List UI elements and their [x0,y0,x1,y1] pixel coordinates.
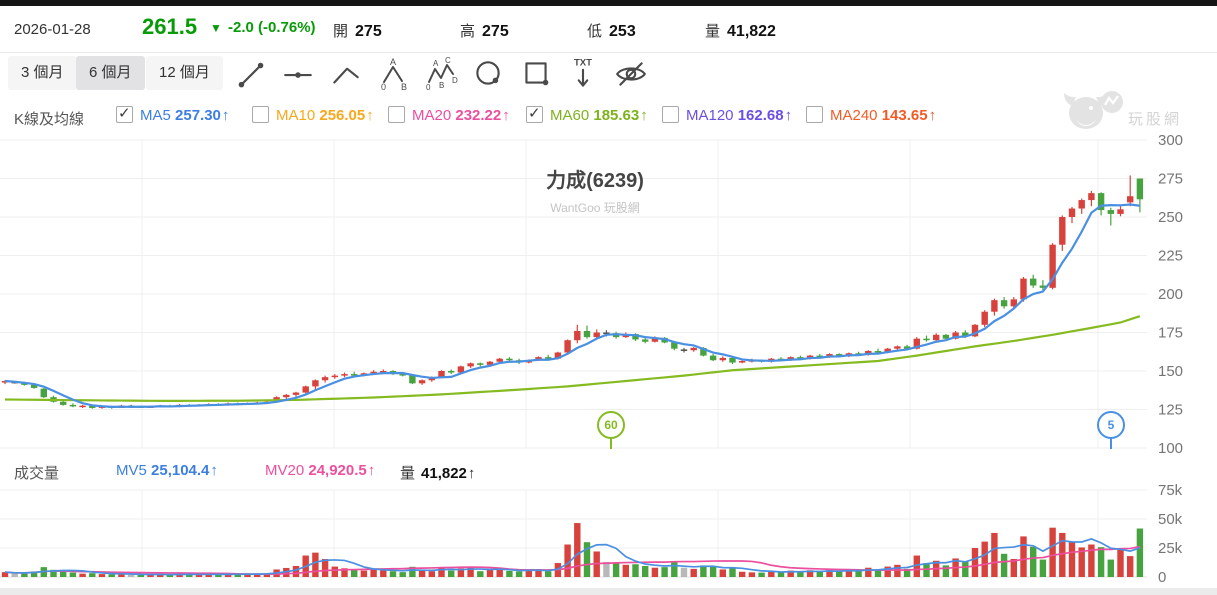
mv5-value: 25,104.4 [151,462,210,479]
bull-logo-icon [1064,91,1123,129]
svg-text:25k: 25k [1158,540,1183,557]
volume-axis-labels: 75k 50k 25k 0 [1158,482,1183,586]
range-button-3m[interactable]: 3 個月 [8,56,77,90]
mv20-value: 24,920.5 [308,462,367,479]
ma20-toggle[interactable]: MA20 232.22↑ [388,106,510,124]
range-button-12m[interactable]: 12 個月 [146,56,223,90]
quote-date: 2026-01-28 [14,21,91,38]
svg-text:0: 0 [426,83,431,92]
ma60-value: 185.63 [593,107,640,124]
bottom-gray-strip [0,588,1217,595]
svg-text:200: 200 [1158,286,1183,303]
ma20-value: 232.22 [455,107,502,124]
volume-bars [1,523,1144,577]
ma240-checkbox[interactable] [806,106,823,123]
svg-text:A: A [390,57,396,67]
open-field: 開 275 [333,23,382,40]
today-volume-value: 41,822 [421,465,467,482]
ma120-value: 162.68 [737,107,784,124]
open-value: 275 [355,23,382,40]
range-button-6m[interactable]: 6 個月 [76,56,145,90]
svg-text:50k: 50k [1158,511,1183,528]
ma5-marker-pin[interactable]: 5 [1097,411,1125,449]
svg-text:100: 100 [1158,440,1183,457]
top-black-strip [0,0,1217,6]
ma60-marker-pin[interactable]: 60 [597,411,625,449]
ma120-checkbox[interactable] [662,106,679,123]
toolbar: 3 個月 6 個月 12 個月 0 A B 0 A B C D TXT [0,56,1217,96]
ma120-toggle[interactable]: MA120 162.68↑ [662,106,792,124]
price-down-icon: ▼ [210,21,222,35]
circle-tool-icon[interactable] [471,56,505,92]
svg-text:0: 0 [1158,569,1166,586]
ma5-toggle[interactable]: MA5 257.30↑ [116,104,229,124]
ma60-line [4,315,1141,402]
svg-text:125: 125 [1158,402,1183,419]
svg-text:250: 250 [1158,209,1183,226]
svg-text:D: D [452,76,458,85]
ma5-value: 257.30 [175,107,221,124]
high-value: 275 [482,23,509,40]
low-value: 253 [609,23,636,40]
drawing-tools: 0 A B 0 A B C D TXT [234,56,657,92]
svg-text:275: 275 [1158,171,1183,188]
svg-text:225: 225 [1158,248,1183,265]
svg-text:A: A [433,59,439,68]
trend-line-tool-icon[interactable] [234,56,268,92]
svg-text:B: B [401,82,407,92]
last-price: 261.5 [142,14,198,39]
watermark-text: 玩股網 [1128,111,1183,128]
ma60-checkbox[interactable] [526,104,543,123]
svg-text:75k: 75k [1158,482,1183,499]
ma240-value: 143.65 [881,107,928,124]
mv20-item: MV20 24,920.5↑ [265,462,376,479]
volume-legend-row: 成交量 MV5 25,104.4↑ MV20 24,920.5↑ 量 41,822… [0,460,1217,484]
ma60-toggle[interactable]: MA60 185.63↑ [526,104,648,124]
ma5-line [4,203,1141,408]
horizontal-line-tool-icon[interactable] [281,56,315,92]
volume-legend-title: 成交量 [14,465,60,482]
svg-text:TXT: TXT [574,58,592,69]
rectangle-tool-icon[interactable] [519,56,553,92]
text-annotation-tool-icon[interactable]: TXT [566,56,600,92]
volume-field: 量 41,822 [705,23,776,40]
mv20-line [4,545,1141,576]
ma5-checkbox[interactable] [116,104,133,123]
high-field: 高 275 [460,23,509,40]
svg-text:C: C [445,56,451,65]
low-field: 低 253 [587,23,636,40]
angle-line-tool-icon[interactable] [329,56,363,92]
price-axis-labels: 300 275 250 225 200 175 150 125 100 [1158,132,1183,457]
svg-text:300: 300 [1158,132,1183,149]
ma10-checkbox[interactable] [252,106,269,123]
svg-text:175: 175 [1158,325,1183,342]
ma10-toggle[interactable]: MA10 256.05↑ [252,106,374,124]
today-volume-item: 量 41,822↑ [400,465,476,482]
ma240-toggle[interactable]: MA240 143.65↑ [806,106,936,124]
svg-text:B: B [439,81,444,90]
volume-value: 41,822 [727,23,776,40]
price-gridlines [0,139,1147,577]
candlesticks [1,175,1144,409]
ma20-checkbox[interactable] [388,106,405,123]
mv5-line [4,538,1141,576]
price-change: -2.0 (-0.76%) [228,19,316,36]
svg-text:0: 0 [381,82,386,92]
abc-wave-tool-icon[interactable]: 0 A B [376,56,410,92]
ma-legend-row: K線及均線 MA5 257.30↑ MA10 256.05↑ MA20 232.… [0,104,1217,130]
wantgoo-watermark: 玩股網 [1062,86,1192,136]
hide-drawings-eye-off-icon[interactable] [614,56,648,92]
ma10-value: 256.05 [319,107,366,124]
svg-text:150: 150 [1158,363,1183,380]
abcd-wave-tool-icon[interactable]: 0 A B C D [424,56,458,92]
ma-legend-title: K線及均線 [14,111,85,128]
mv5-item: MV5 25,104.4↑ [116,462,218,479]
